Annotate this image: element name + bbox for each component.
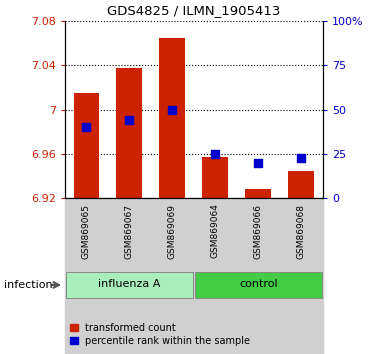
Bar [151,198,194,354]
Bar [160,38,185,198]
FancyBboxPatch shape [195,272,322,298]
Point [212,151,218,157]
Text: GSM869067: GSM869067 [125,204,134,258]
Legend: transformed count, percentile rank within the sample: transformed count, percentile rank withi… [70,323,250,346]
Bar [194,198,237,354]
Text: GSM869065: GSM869065 [82,204,91,258]
Point [127,118,132,123]
Text: GSM869064: GSM869064 [211,204,220,258]
Bar [203,157,228,198]
FancyBboxPatch shape [66,272,193,298]
Text: GSM869069: GSM869069 [168,204,177,258]
Bar [65,198,108,354]
Text: GSM869066: GSM869066 [254,204,263,258]
Bar [280,198,323,354]
Text: GSM869068: GSM869068 [297,204,306,258]
Bar [288,171,314,198]
Text: influenza A: influenza A [98,279,161,290]
Point [170,107,175,113]
Bar [108,198,151,354]
Point [255,160,261,166]
Bar [237,198,280,354]
Bar [73,93,99,198]
Point [83,125,89,130]
Title: GDS4825 / ILMN_1905413: GDS4825 / ILMN_1905413 [107,4,280,17]
Point [298,155,304,160]
Text: infection: infection [4,280,52,290]
Bar [246,189,271,198]
Bar [116,68,142,198]
Text: control: control [239,279,278,290]
